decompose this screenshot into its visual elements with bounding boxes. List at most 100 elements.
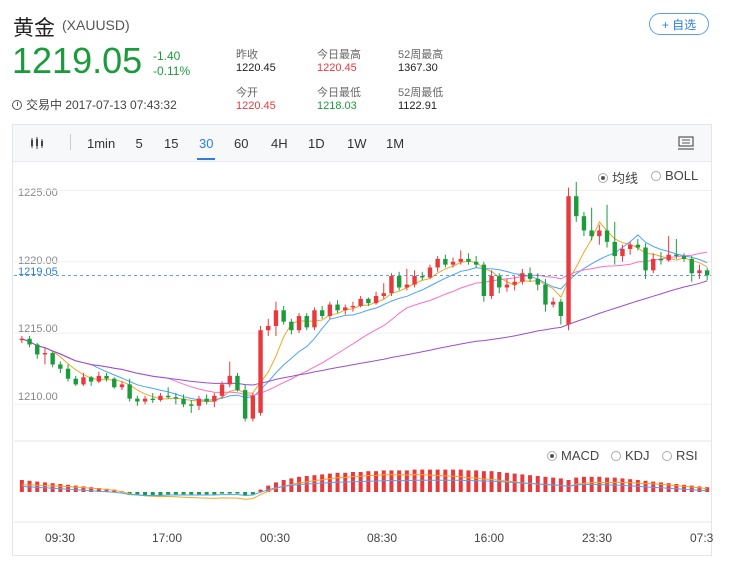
price-change-percent: -0.11% — [153, 64, 191, 78]
candle-body — [412, 276, 417, 285]
candle-body — [127, 384, 132, 399]
x-tick-label: 08:30 — [367, 531, 398, 545]
macd-bar — [250, 492, 255, 495]
candle-body — [112, 378, 117, 388]
overlay-ma-option[interactable]: 均线 — [598, 168, 638, 187]
candle-body — [535, 278, 540, 285]
macd-bar — [466, 470, 471, 492]
candle-body — [658, 258, 664, 261]
chart-panel — [12, 124, 712, 556]
candle-body — [697, 270, 702, 274]
add-watchlist-button[interactable]: + 自选 — [649, 13, 709, 35]
macd-bar — [258, 489, 263, 492]
candle-body — [181, 398, 186, 405]
candle-body — [158, 395, 163, 401]
trading-status-text: 交易中 2017-07-13 07:43:32 — [26, 98, 177, 112]
interval-tab-4H[interactable]: 4H — [271, 136, 288, 151]
macd-bar — [435, 469, 440, 492]
y-tick-label: 1210.00 — [18, 391, 58, 403]
candle-body — [227, 375, 232, 385]
macd-bar — [658, 482, 663, 492]
macd-bar — [127, 492, 132, 494]
w52-high-value: 1367.30 — [398, 62, 438, 74]
indicator-kdj-option[interactable]: KDJ — [611, 448, 650, 463]
candle-body — [589, 230, 594, 237]
rsi-radio-icon — [662, 450, 672, 461]
trading-status: 交易中 2017-07-13 07:43:32 — [12, 96, 177, 113]
candle-body — [620, 248, 625, 257]
macd-bar — [682, 484, 687, 492]
candle-body — [581, 216, 587, 231]
macd-bar — [42, 482, 47, 492]
candle-body — [258, 330, 263, 413]
interval-tab-5[interactable]: 5 — [135, 136, 143, 151]
macd-bar — [220, 492, 225, 494]
macd-bar — [451, 469, 456, 492]
interval-tab-1min[interactable]: 1min — [87, 136, 116, 151]
w52-low-value: 1122.91 — [398, 100, 437, 112]
macd-bar — [35, 481, 40, 492]
macd-bar — [674, 484, 679, 492]
macd-bar — [273, 482, 278, 492]
candle-body — [173, 397, 179, 399]
candle-body — [281, 310, 286, 322]
indicator-macd-option[interactable]: MACD — [547, 448, 599, 463]
overlay-boll-label: BOLL — [665, 168, 699, 183]
prev-close-label: 昨收 — [236, 49, 258, 61]
candle-body — [335, 304, 340, 311]
macd-bar — [474, 470, 479, 492]
candle-body — [527, 273, 533, 279]
candle-body — [666, 254, 671, 261]
candle-body — [19, 338, 25, 341]
macd-bar — [189, 492, 194, 495]
macd-bar — [19, 480, 24, 492]
overlay-boll-option[interactable]: BOLL — [651, 168, 698, 183]
boll-radio-icon — [651, 170, 661, 181]
macd-bar — [112, 489, 117, 492]
interval-tab-30[interactable]: 30 — [199, 136, 214, 151]
candle-body — [381, 293, 386, 297]
macd-radio-icon — [547, 450, 557, 461]
screenshot-icon[interactable] — [678, 136, 694, 150]
candle-body — [550, 301, 556, 305]
candle-body — [242, 390, 248, 419]
interval-tab-1W[interactable]: 1W — [347, 136, 367, 151]
macd-bar — [66, 484, 71, 492]
interval-tab-1D[interactable]: 1D — [308, 136, 325, 151]
candle-body — [681, 256, 687, 259]
candle-body — [689, 258, 694, 274]
candle-body — [597, 230, 602, 237]
x-tick-label: 16:00 — [474, 531, 505, 545]
toolbar-divider — [70, 134, 71, 150]
candle-body — [604, 230, 610, 242]
x-tick-label: 23:30 — [582, 531, 613, 545]
macd-bar — [150, 492, 155, 496]
candle-body — [142, 398, 148, 402]
candle-body — [373, 296, 379, 304]
macd-bar — [212, 492, 217, 495]
w52-low-label: 52周最低 — [398, 87, 444, 99]
macd-bar — [196, 492, 201, 495]
x-tick-label: 07:3 — [690, 531, 714, 545]
candle-body — [189, 404, 194, 406]
candle-body — [704, 270, 710, 276]
macd-bar — [173, 492, 178, 495]
macd-bar — [381, 470, 386, 492]
macd-bar — [50, 483, 55, 492]
macd-bar — [243, 492, 248, 496]
macd-bar — [227, 492, 232, 494]
interval-tab-60[interactable]: 60 — [234, 136, 249, 151]
candle-body — [96, 375, 102, 382]
indicator-rsi-option[interactable]: RSI — [662, 448, 698, 463]
candle-body — [273, 310, 279, 326]
candle-body — [543, 284, 548, 305]
candle-body — [304, 315, 309, 328]
interval-tab-1M[interactable]: 1M — [386, 136, 405, 151]
x-tick-label: 00:30 — [260, 531, 291, 545]
macd-bar — [458, 469, 463, 492]
candlestick-type-icon[interactable] — [30, 137, 44, 149]
candle-body — [319, 310, 325, 316]
interval-tab-15[interactable]: 15 — [164, 136, 179, 151]
macd-bar — [235, 492, 240, 494]
